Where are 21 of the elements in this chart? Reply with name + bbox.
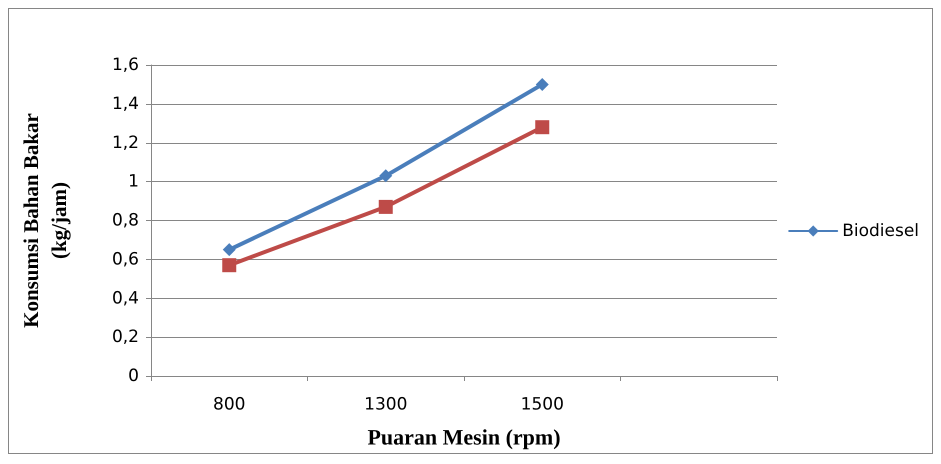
y-tick-label: 0,2 xyxy=(112,327,139,348)
y-tick-label: 0,4 xyxy=(112,288,139,308)
y-tick-label: 1,4 xyxy=(112,94,139,114)
x-tick-label: 1300 xyxy=(364,394,408,414)
point xyxy=(535,120,550,134)
point xyxy=(222,258,236,272)
x-tick-label: 1500 xyxy=(520,394,564,414)
point xyxy=(222,243,236,256)
point xyxy=(378,200,393,214)
y-tick-label: 1,2 xyxy=(112,132,139,153)
y-tick-label: 0,6 xyxy=(112,249,139,270)
x-tick-label: 800 xyxy=(213,394,246,414)
y-tick-label: 1 xyxy=(128,172,139,192)
y-tick-label: 0,8 xyxy=(112,210,139,230)
x-axis-title: Puaran Mesin (rpm) xyxy=(367,424,561,450)
y-tick-label: 0 xyxy=(128,366,139,386)
y-tick-label: 1,6 xyxy=(112,55,139,75)
legend-label: Biodiesel xyxy=(842,221,920,241)
point xyxy=(536,78,549,91)
point xyxy=(379,169,392,182)
y-axis-title: Konsumsi Bahan Bakar (kg/jam) xyxy=(19,113,71,328)
